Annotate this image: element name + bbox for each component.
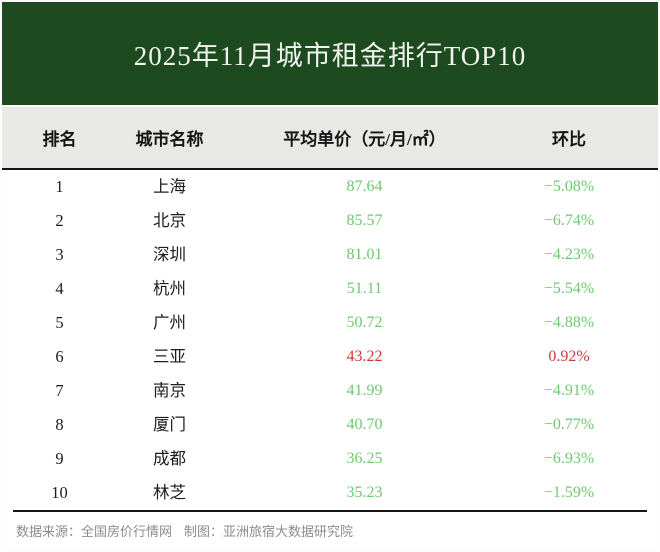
table-header-row: 排名 城市名称 平均单价（元/月/㎡） 环比 (2, 107, 658, 168)
page-title: 2025年11月城市租金排行TOP10 (133, 41, 527, 71)
table-row: 5 广州 50.72 −4.88% (2, 306, 658, 340)
rank-cell: 10 (51, 483, 68, 502)
table-row: 2 北京 85.57 −6.74% (2, 204, 658, 238)
table-row: 3 深圳 81.01 −4.23% (2, 238, 658, 272)
table-row: 4 杭州 51.11 −5.54% (2, 272, 658, 306)
rank-cell: 8 (55, 415, 64, 434)
city-cell: 林芝 (153, 483, 186, 502)
price-cell: 43.22 (346, 348, 383, 365)
column-header-city: 城市名称 (135, 130, 204, 149)
city-cell: 上海 (153, 177, 186, 196)
rank-cell: 5 (55, 313, 64, 332)
price-cell: 85.57 (346, 212, 383, 229)
change-cell: −4.88% (543, 314, 595, 331)
price-cell: 50.72 (346, 314, 383, 331)
city-cell: 杭州 (153, 279, 186, 298)
change-cell: −6.74% (543, 212, 595, 229)
city-cell: 成都 (153, 449, 186, 468)
city-cell: 南京 (153, 381, 186, 400)
data-source-text: 数据来源：全国房价行情网 (16, 524, 173, 539)
title-banner: 2025年11月城市租金排行TOP10 (2, 2, 658, 105)
city-cell: 三亚 (153, 347, 186, 366)
table-bottom-rule (13, 510, 647, 512)
price-cell: 81.01 (346, 246, 383, 263)
price-cell: 41.99 (346, 382, 383, 399)
price-cell: 87.64 (346, 178, 383, 195)
change-cell: −4.91% (543, 382, 595, 399)
rank-cell: 4 (55, 279, 64, 298)
change-cell: −5.54% (543, 280, 595, 297)
price-cell: 35.23 (346, 484, 383, 501)
chart-credit-text: 制图：亚洲旅宿大数据研究院 (184, 524, 354, 539)
city-cell: 广州 (153, 313, 186, 332)
table-row: 10 林芝 35.23 −1.59% (2, 476, 658, 510)
change-cell: −1.59% (543, 484, 595, 501)
price-cell: 36.25 (346, 450, 383, 467)
rank-cell: 7 (55, 381, 64, 400)
price-cell: 51.11 (346, 280, 383, 297)
rank-cell: 2 (55, 211, 64, 230)
rank-cell: 3 (55, 245, 64, 264)
change-cell: −0.77% (543, 416, 595, 433)
city-cell: 深圳 (153, 245, 186, 264)
city-cell: 北京 (153, 211, 186, 230)
column-header-rank: 排名 (42, 130, 77, 149)
table-header-band: 排名 城市名称 平均单价（元/月/㎡） 环比 (2, 107, 658, 170)
footer-credits: 数据来源：全国房价行情网 制图：亚洲旅宿大数据研究院 (2, 521, 658, 540)
table-row: 6 三亚 43.22 0.92% (2, 340, 658, 374)
rank-cell: 6 (55, 347, 64, 366)
table-row: 7 南京 41.99 −4.91% (2, 374, 658, 408)
table-row: 9 成都 36.25 −6.93% (2, 442, 658, 476)
rank-cell: 9 (55, 449, 64, 468)
table-row: 1 上海 87.64 −5.08% (2, 170, 658, 204)
price-cell: 40.70 (346, 416, 383, 433)
rank-cell: 1 (55, 177, 64, 196)
change-cell: −4.23% (543, 246, 595, 263)
table-row: 8 厦门 40.70 −0.77% (2, 408, 658, 442)
change-cell: −5.08% (543, 178, 595, 195)
table-body: 1 上海 87.64 −5.08% 2 北京 85.57 −6.74% 3 深圳… (2, 170, 658, 510)
change-cell: 0.92% (548, 348, 590, 365)
column-header-change: 环比 (552, 130, 586, 149)
change-cell: −6.93% (543, 450, 595, 467)
column-header-price: 平均单价（元/月/㎡） (283, 130, 446, 149)
city-cell: 厦门 (153, 415, 186, 434)
